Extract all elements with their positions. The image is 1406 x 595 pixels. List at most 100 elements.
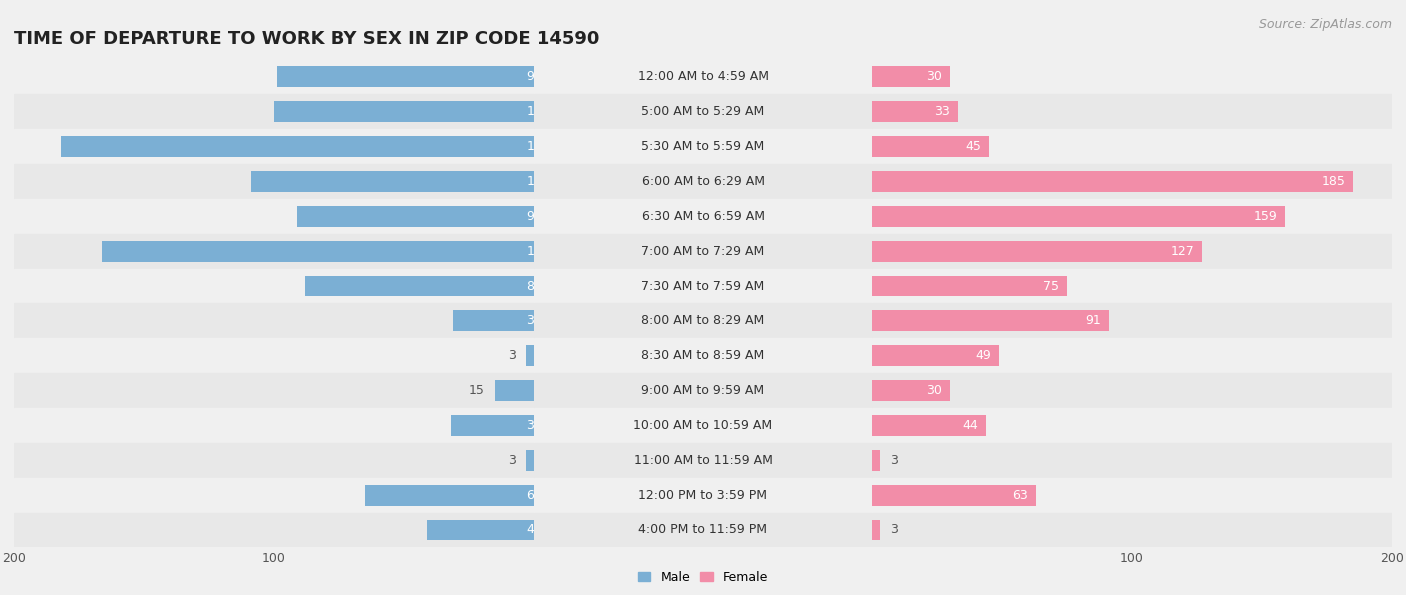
Bar: [534, 234, 872, 268]
Bar: [14, 478, 534, 512]
Text: 3: 3: [508, 454, 516, 466]
Bar: [534, 408, 872, 443]
Text: Source: ZipAtlas.com: Source: ZipAtlas.com: [1258, 18, 1392, 31]
Text: 6:00 AM to 6:29 AM: 6:00 AM to 6:29 AM: [641, 175, 765, 188]
Bar: [872, 199, 1392, 234]
Bar: [872, 450, 880, 471]
Text: 8:00 AM to 8:29 AM: 8:00 AM to 8:29 AM: [641, 314, 765, 327]
Text: 91: 91: [526, 210, 541, 223]
Text: 109: 109: [526, 175, 550, 188]
Text: 9:00 AM to 9:59 AM: 9:00 AM to 9:59 AM: [641, 384, 765, 397]
Text: 65: 65: [526, 488, 543, 502]
Text: 41: 41: [526, 524, 541, 537]
Bar: [60, 136, 534, 157]
Bar: [14, 268, 534, 303]
Bar: [534, 268, 872, 303]
Text: 4:00 PM to 11:59 PM: 4:00 PM to 11:59 PM: [638, 524, 768, 537]
Bar: [872, 164, 1392, 199]
Text: 100: 100: [526, 105, 550, 118]
Text: 33: 33: [934, 105, 950, 118]
Bar: [872, 275, 1067, 296]
Bar: [872, 311, 1108, 331]
Bar: [274, 101, 534, 122]
Bar: [14, 234, 534, 268]
Bar: [872, 136, 988, 157]
Bar: [14, 199, 534, 234]
Bar: [534, 478, 872, 512]
Text: 11:00 AM to 11:59 AM: 11:00 AM to 11:59 AM: [634, 454, 772, 466]
Bar: [534, 339, 872, 373]
Bar: [526, 345, 534, 366]
Text: 99: 99: [526, 70, 541, 83]
Bar: [14, 512, 534, 547]
Bar: [250, 171, 534, 192]
Text: 10:00 AM to 10:59 AM: 10:00 AM to 10:59 AM: [634, 419, 772, 432]
Bar: [14, 95, 534, 129]
Legend: Male, Female: Male, Female: [633, 566, 773, 588]
Bar: [872, 206, 1285, 227]
Text: 12:00 PM to 3:59 PM: 12:00 PM to 3:59 PM: [638, 488, 768, 502]
Text: 3: 3: [890, 454, 898, 466]
Bar: [277, 67, 534, 87]
Text: 7:00 AM to 7:29 AM: 7:00 AM to 7:29 AM: [641, 245, 765, 258]
Bar: [872, 67, 950, 87]
Bar: [872, 234, 1392, 268]
Text: 185: 185: [1322, 175, 1346, 188]
Bar: [298, 206, 534, 227]
Bar: [534, 512, 872, 547]
Bar: [14, 443, 534, 478]
Bar: [534, 164, 872, 199]
Bar: [872, 443, 1392, 478]
Bar: [427, 519, 534, 540]
Text: 5:30 AM to 5:59 AM: 5:30 AM to 5:59 AM: [641, 140, 765, 153]
Bar: [14, 373, 534, 408]
Bar: [14, 303, 534, 339]
Text: 159: 159: [1254, 210, 1278, 223]
Text: 49: 49: [976, 349, 991, 362]
Text: 3: 3: [890, 524, 898, 537]
Text: 166: 166: [526, 245, 550, 258]
Bar: [103, 241, 534, 262]
Bar: [534, 129, 872, 164]
Bar: [872, 171, 1353, 192]
Bar: [872, 129, 1392, 164]
Bar: [14, 164, 534, 199]
Bar: [872, 303, 1392, 339]
Text: 31: 31: [526, 314, 541, 327]
Bar: [14, 339, 534, 373]
Bar: [872, 415, 987, 436]
Bar: [526, 450, 534, 471]
Text: 3: 3: [508, 349, 516, 362]
Text: 12:00 AM to 4:59 AM: 12:00 AM to 4:59 AM: [637, 70, 769, 83]
Bar: [14, 129, 534, 164]
Bar: [534, 60, 872, 95]
Text: 32: 32: [526, 419, 541, 432]
Bar: [453, 311, 534, 331]
Text: 88: 88: [526, 280, 543, 293]
Bar: [534, 199, 872, 234]
Bar: [872, 241, 1202, 262]
Bar: [534, 443, 872, 478]
Bar: [872, 408, 1392, 443]
Text: 182: 182: [526, 140, 550, 153]
Text: 63: 63: [1012, 488, 1028, 502]
Bar: [872, 345, 1000, 366]
Bar: [872, 512, 1392, 547]
Bar: [872, 101, 957, 122]
Bar: [451, 415, 534, 436]
Bar: [872, 485, 1036, 506]
Text: 91: 91: [1085, 314, 1101, 327]
Text: 45: 45: [966, 140, 981, 153]
Text: 15: 15: [468, 384, 485, 397]
Bar: [872, 380, 950, 401]
Text: 6:30 AM to 6:59 AM: 6:30 AM to 6:59 AM: [641, 210, 765, 223]
Bar: [366, 485, 534, 506]
Text: 8:30 AM to 8:59 AM: 8:30 AM to 8:59 AM: [641, 349, 765, 362]
Bar: [534, 95, 872, 129]
Bar: [872, 478, 1392, 512]
Bar: [872, 268, 1392, 303]
Text: 5:00 AM to 5:29 AM: 5:00 AM to 5:29 AM: [641, 105, 765, 118]
Bar: [305, 275, 534, 296]
Text: 44: 44: [963, 419, 979, 432]
Text: 75: 75: [1043, 280, 1059, 293]
